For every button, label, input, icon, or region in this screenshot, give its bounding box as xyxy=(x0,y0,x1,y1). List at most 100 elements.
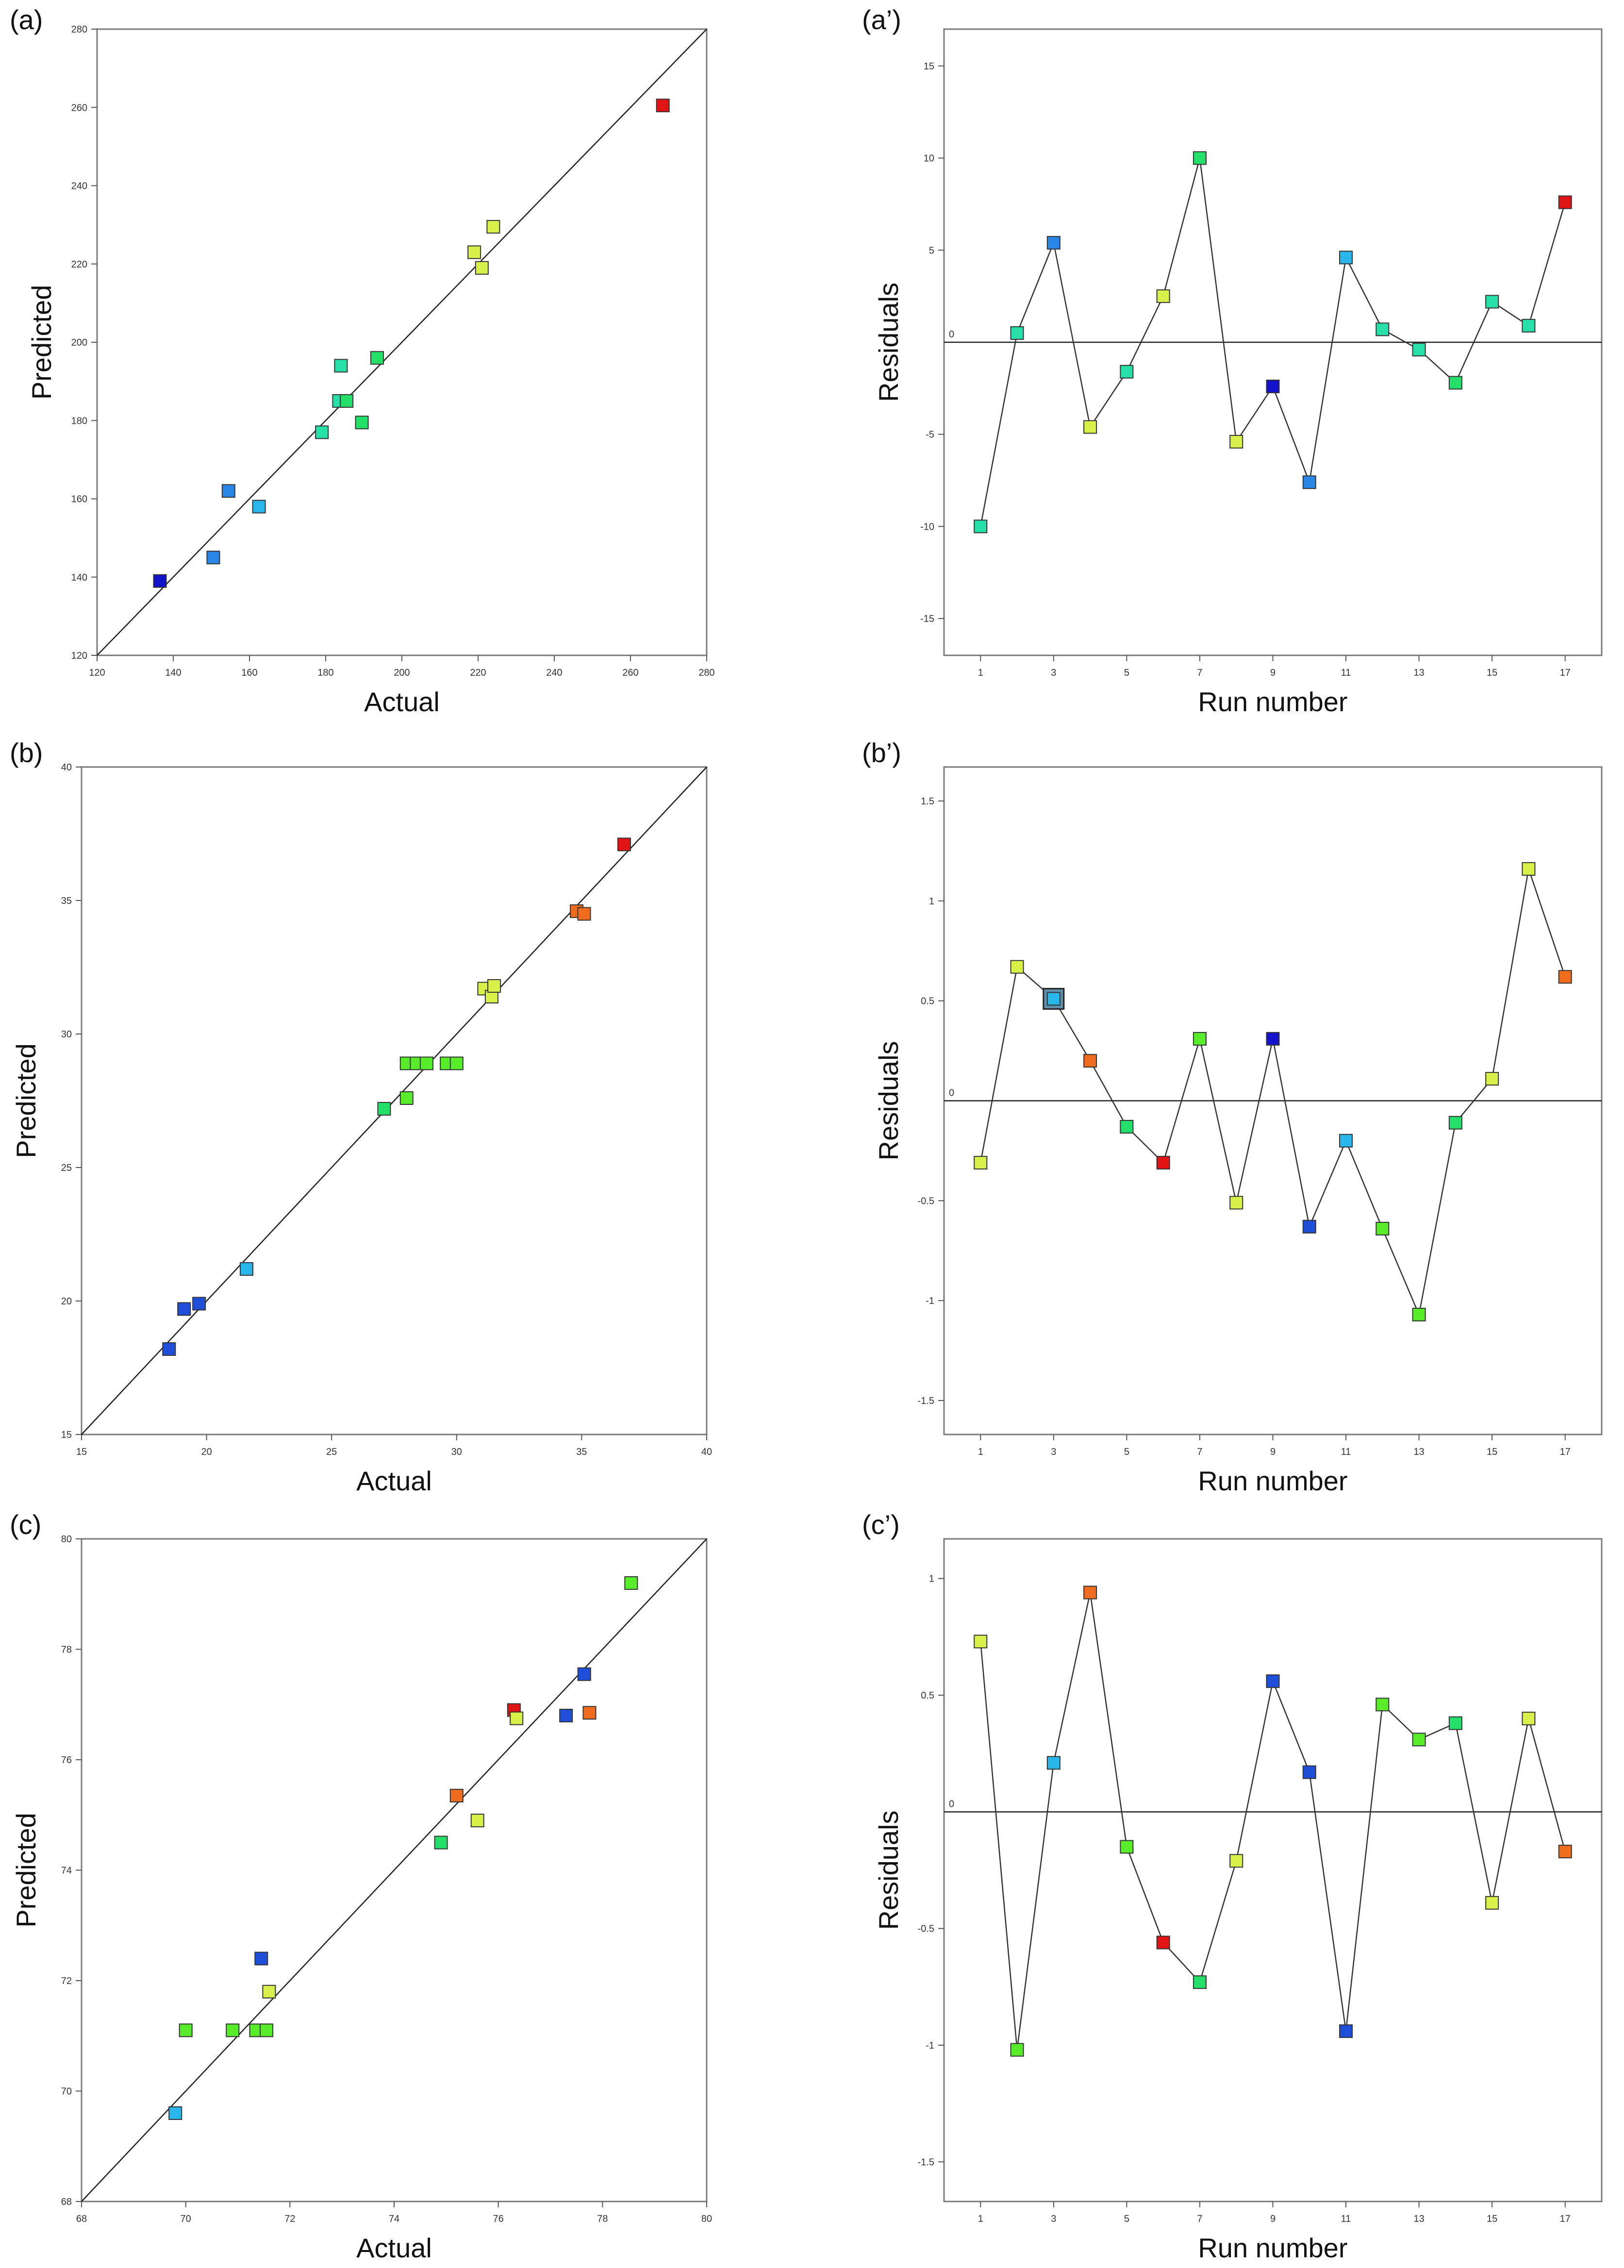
data-point xyxy=(1448,1116,1462,1130)
data-point xyxy=(1120,1120,1134,1134)
data-point xyxy=(1193,151,1207,165)
x-tick-label: 78 xyxy=(597,2214,608,2224)
y-tick-label: -1 xyxy=(926,2040,934,2051)
data-point xyxy=(1266,1032,1280,1046)
data-point xyxy=(1522,1712,1536,1726)
y-tick-label: 30 xyxy=(61,1029,72,1040)
data-point xyxy=(1522,862,1536,876)
data-point xyxy=(1302,1219,1316,1234)
data-point xyxy=(1266,1674,1280,1688)
y-tick-label: 20 xyxy=(61,1296,72,1307)
x-tick-label: 1 xyxy=(978,1447,983,1457)
x-tick-label: 17 xyxy=(1560,1447,1571,1457)
x-tick-label: 1 xyxy=(978,2214,983,2224)
x-tick-label: 70 xyxy=(181,2214,191,2224)
y-axis-title: Predicted xyxy=(11,1043,41,1158)
data-point xyxy=(1375,1221,1390,1235)
x-tick-label: 17 xyxy=(1560,2214,1571,2224)
x-tick-label: 11 xyxy=(1341,2214,1351,2224)
data-point xyxy=(1083,1585,1097,1600)
data-point xyxy=(1010,326,1024,340)
data-point xyxy=(260,2023,274,2037)
x-tick-label: 17 xyxy=(1560,667,1571,678)
x-tick-label: 3 xyxy=(1051,2214,1056,2224)
panel-3: (b) 15 20 25 30 35 40 15 20 25 30 35 40 Actual Predict… xyxy=(10,737,712,1496)
data-point xyxy=(974,1634,988,1649)
x-tick-label: 13 xyxy=(1413,2214,1424,2224)
x-tick-label: 5 xyxy=(1124,2214,1129,2224)
x-tick-label: 7 xyxy=(1197,667,1202,678)
x-tick-label: 140 xyxy=(165,667,181,678)
data-point xyxy=(153,574,167,588)
x-tick-label: 15 xyxy=(76,1447,87,1457)
x-tick-label: 9 xyxy=(1270,667,1276,678)
data-point xyxy=(1156,1935,1170,1950)
data-point xyxy=(315,425,329,439)
y-tick-label: 140 xyxy=(71,572,87,583)
x-tick-label: 11 xyxy=(1341,667,1351,678)
y-tick-label: 0.5 xyxy=(921,996,934,1007)
x-axis-title: Actual xyxy=(356,2233,432,2263)
data-point xyxy=(399,1091,414,1105)
x-tick-label: 11 xyxy=(1341,1447,1351,1457)
y-tick-label: 25 xyxy=(61,1163,72,1173)
data-point xyxy=(340,394,354,408)
data-point xyxy=(1229,434,1243,449)
y-tick-label: -15 xyxy=(920,614,934,624)
data-point xyxy=(624,1576,638,1590)
y-tick-label: 0.5 xyxy=(921,1690,934,1701)
data-point xyxy=(577,1667,591,1681)
data-point xyxy=(1485,1072,1499,1086)
zero-label: 0 xyxy=(949,1088,954,1099)
x-tick-label: 74 xyxy=(389,2214,399,2224)
data-point xyxy=(487,979,501,993)
x-tick-label: 5 xyxy=(1124,667,1129,678)
zero-label: 0 xyxy=(949,1799,954,1809)
data-point xyxy=(252,500,266,514)
y-tick-label: -0.5 xyxy=(918,1924,934,1934)
x-tick-label: 40 xyxy=(701,1447,712,1457)
y-tick-label: 120 xyxy=(71,650,87,661)
x-tick-label: 9 xyxy=(1270,1447,1276,1457)
y-tick-label: 15 xyxy=(61,1430,72,1440)
x-tick-label: 180 xyxy=(317,667,333,678)
data-point xyxy=(1302,475,1316,489)
data-point xyxy=(370,351,384,365)
y-tick-label: -1.5 xyxy=(918,2157,934,2168)
x-tick-label: 9 xyxy=(1270,2214,1276,2224)
y-tick-label: -0.5 xyxy=(918,1196,934,1206)
y-tick-label: 68 xyxy=(61,2197,72,2207)
reference-line xyxy=(97,29,707,656)
data-point xyxy=(475,261,489,275)
data-point xyxy=(1229,1854,1243,1868)
panel-label: (b’) xyxy=(862,737,901,768)
y-axis-title: Residuals xyxy=(873,1811,904,1930)
data-point xyxy=(617,837,631,851)
data-point xyxy=(559,1709,573,1722)
y-tick-label: 70 xyxy=(61,2086,72,2097)
data-point xyxy=(577,907,591,921)
data-point xyxy=(1522,318,1536,333)
data-point xyxy=(1412,343,1426,357)
data-point xyxy=(168,2106,182,2120)
data-point xyxy=(1558,970,1572,984)
data-point xyxy=(434,1835,448,1850)
data-point xyxy=(226,2023,240,2037)
y-tick-label: 78 xyxy=(61,1645,72,1655)
data-point xyxy=(1448,376,1462,390)
data-point xyxy=(262,1984,276,1999)
x-axis-title: Actual xyxy=(356,1466,432,1496)
y-tick-label: -1.5 xyxy=(918,1396,934,1406)
data-point xyxy=(1193,1975,1207,1989)
x-axis-title: Run number xyxy=(1198,686,1347,717)
y-tick-label: 260 xyxy=(71,102,87,113)
y-tick-label: 74 xyxy=(61,1866,72,1876)
y-axis-title: Predicted xyxy=(11,1813,41,1928)
x-tick-label: 72 xyxy=(284,2214,295,2224)
data-point xyxy=(467,245,481,259)
y-tick-label: -5 xyxy=(926,430,934,440)
x-tick-label: 80 xyxy=(701,2214,712,2224)
x-tick-label: 280 xyxy=(698,667,714,678)
y-axis-title: Residuals xyxy=(873,1041,904,1161)
